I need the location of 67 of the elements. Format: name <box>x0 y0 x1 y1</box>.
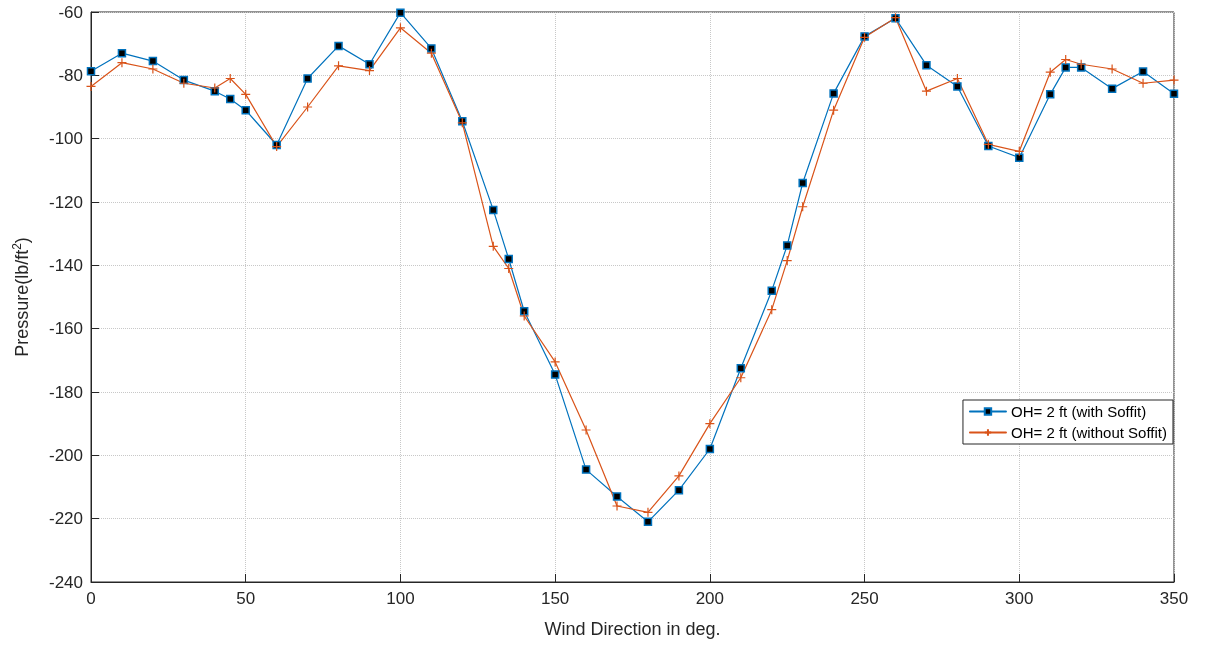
point <box>550 356 561 368</box>
point <box>116 57 128 68</box>
point <box>225 94 235 104</box>
point <box>396 8 405 17</box>
point <box>148 56 158 66</box>
y-tick-label: -240 <box>48 572 83 592</box>
x-tick-label: 350 <box>1159 589 1189 608</box>
x-tick-label: 0 <box>86 589 96 608</box>
point <box>704 418 715 429</box>
point <box>782 241 792 250</box>
point <box>953 82 962 91</box>
point <box>365 60 374 69</box>
point <box>922 60 931 70</box>
point <box>427 44 436 53</box>
x-axis-title: Wind Direction in deg. <box>544 619 721 639</box>
point <box>117 48 127 58</box>
x-tick-label: 150 <box>540 589 570 608</box>
point <box>147 63 158 75</box>
point <box>829 89 838 98</box>
point <box>581 465 591 474</box>
point <box>643 517 653 527</box>
point <box>642 507 654 518</box>
y-tick-label: -220 <box>48 509 83 529</box>
point <box>1169 89 1179 98</box>
y-tick-label: -160 <box>48 319 83 339</box>
point <box>736 364 746 373</box>
point <box>241 105 250 115</box>
point <box>1107 84 1117 93</box>
x-tick-label: 250 <box>850 589 879 608</box>
x-tick-label: 50 <box>236 589 256 608</box>
point <box>85 81 97 92</box>
point <box>209 82 220 94</box>
point <box>1107 63 1118 75</box>
legend-label: OH= 2 ft (without Soffit) <box>1010 424 1168 441</box>
y-tick-label: -200 <box>48 445 83 465</box>
point <box>334 41 343 51</box>
point <box>1015 153 1024 162</box>
point <box>1061 63 1070 72</box>
x-tick-label: 100 <box>386 589 415 608</box>
y-tick-label: -180 <box>48 382 83 402</box>
point <box>580 424 592 436</box>
point <box>489 205 498 215</box>
y-tick-label: -140 <box>48 255 83 275</box>
point <box>612 492 622 501</box>
y-tick-label: -80 <box>58 65 83 85</box>
point <box>673 470 685 482</box>
point <box>550 370 560 379</box>
legend-label: OH= 2 ft (with Soffit) <box>1010 403 1147 420</box>
point <box>798 178 807 188</box>
x-tick-label: 200 <box>695 589 725 608</box>
point <box>611 500 623 512</box>
point <box>1045 90 1055 99</box>
point <box>303 74 312 83</box>
point <box>674 485 684 495</box>
y-tick-label: -100 <box>48 129 83 149</box>
point <box>519 310 530 322</box>
point <box>1168 74 1180 86</box>
point <box>504 254 513 264</box>
point <box>86 66 96 76</box>
point <box>1137 78 1149 89</box>
point <box>302 101 313 113</box>
x-tick-label: 300 <box>1005 589 1034 608</box>
y-tick-label: -60 <box>58 2 83 22</box>
point <box>1138 67 1148 76</box>
point <box>767 286 776 295</box>
point <box>705 444 715 454</box>
y-tick-label: -120 <box>48 192 83 212</box>
